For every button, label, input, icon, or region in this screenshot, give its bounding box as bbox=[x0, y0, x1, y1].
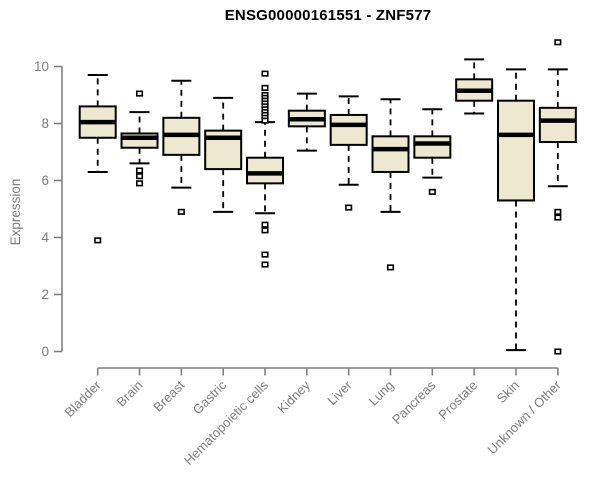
x-category-label: Prostate bbox=[435, 378, 480, 423]
x-category-label: Skin bbox=[494, 378, 522, 406]
x-category-label: Pancreas bbox=[389, 377, 439, 427]
outlier-point bbox=[135, 167, 144, 174]
x-category-label: Lung bbox=[366, 378, 397, 409]
outlier-point bbox=[345, 204, 353, 211]
x-category-label: Bladder bbox=[62, 377, 105, 420]
outlier-point bbox=[261, 227, 269, 234]
outlier-point bbox=[135, 90, 144, 97]
y-tick-label: 4 bbox=[41, 230, 49, 245]
boxplot-brain bbox=[120, 90, 159, 187]
outlier-point bbox=[135, 180, 144, 187]
outlier-point bbox=[261, 261, 269, 268]
boxplot-prostate bbox=[455, 58, 494, 115]
boxplot-breast bbox=[162, 79, 201, 215]
iqr-box bbox=[497, 99, 535, 202]
boxplot-pancreas bbox=[413, 108, 452, 195]
boxplot-lung bbox=[371, 98, 410, 271]
boxplot-skin bbox=[497, 68, 535, 352]
y-tick-label: 6 bbox=[41, 173, 49, 188]
iqr-box bbox=[413, 135, 452, 159]
iqr-box bbox=[329, 113, 368, 146]
outlier-point bbox=[261, 221, 269, 228]
outlier-point bbox=[135, 173, 144, 180]
iqr-box bbox=[371, 135, 410, 173]
boxplot-bladder bbox=[78, 74, 117, 244]
boxplot-unknown-other bbox=[538, 39, 577, 355]
outlier-point bbox=[177, 208, 185, 215]
boxplot-kidney bbox=[287, 92, 326, 152]
x-category-label: Brain bbox=[114, 378, 146, 410]
outlier-point bbox=[261, 84, 269, 91]
outlier-point bbox=[554, 214, 562, 221]
outlier-point bbox=[554, 208, 562, 215]
boxplot-liver bbox=[329, 95, 368, 211]
y-axis: 0 2 4 6 8 10 bbox=[34, 59, 63, 359]
y-tick-label: 8 bbox=[41, 116, 49, 131]
x-category-label: Unknown / Other bbox=[484, 377, 564, 457]
x-category-label: Liver bbox=[324, 377, 355, 408]
x-category-label: Gastric bbox=[190, 377, 230, 417]
y-tick-label: 2 bbox=[41, 287, 49, 302]
outlier-point bbox=[554, 39, 562, 46]
chart-title: ENSG00000161551 - ZNF577 bbox=[224, 7, 432, 24]
y-tick-label: 0 bbox=[41, 344, 49, 359]
outlier-point bbox=[94, 237, 102, 244]
outlier-point bbox=[428, 188, 436, 195]
outlier-point bbox=[386, 264, 395, 271]
outlier-point bbox=[261, 117, 269, 124]
iqr-box bbox=[246, 156, 285, 185]
outlier-point bbox=[554, 348, 562, 355]
boxplot-gastric bbox=[204, 96, 243, 213]
iqr-box bbox=[538, 106, 577, 144]
outlier-point bbox=[261, 70, 269, 77]
y-tick-label: 10 bbox=[34, 59, 49, 74]
x-category-label: Kidney bbox=[274, 377, 313, 416]
x-category-label: Breast bbox=[150, 377, 187, 414]
outlier-point bbox=[261, 251, 269, 258]
boxplot-hematopoietic-cells bbox=[246, 70, 285, 268]
